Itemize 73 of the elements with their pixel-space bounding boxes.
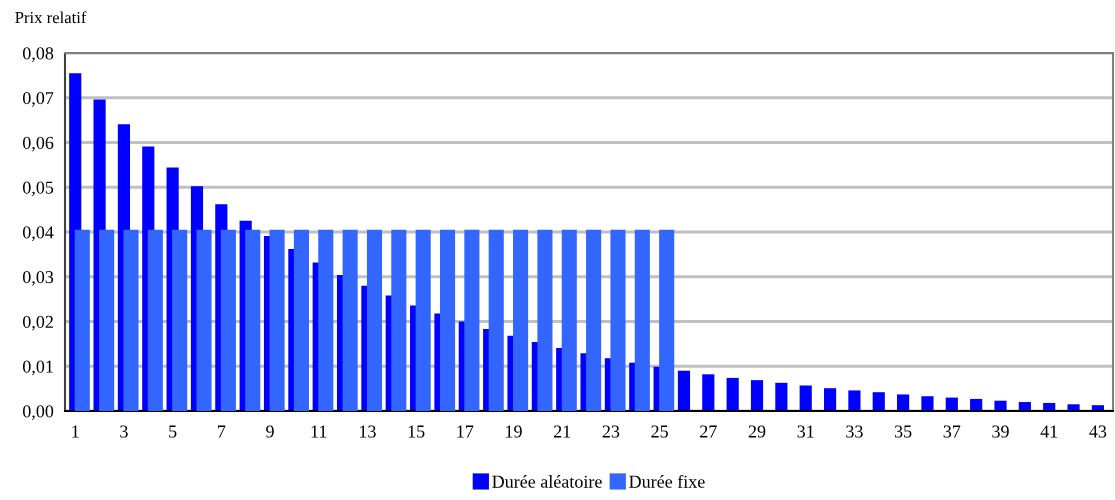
bar [799,385,812,411]
x-tick-label: 39 [992,425,1009,438]
bar [123,229,139,411]
bar [1067,404,1080,411]
x-tick-label: 41 [1040,425,1058,438]
x-tick-label: 9 [266,425,274,438]
x-tick-label: 3 [120,425,128,438]
x-tick-label: 43 [1089,425,1107,438]
bar [702,374,715,411]
bar [488,229,504,411]
y-tick-label: 0,07 [22,92,54,107]
y-tick-label: 0,04 [22,226,54,242]
y-tick-label: 0,05 [22,181,54,197]
bar [848,390,861,411]
bar [513,229,529,411]
bar [610,229,626,411]
bar [99,229,115,411]
x-tick-label: 37 [943,425,961,438]
bar [293,229,309,411]
y-tick-label: 0,02 [22,315,53,331]
bar [415,229,431,411]
y-axis-title: Prix relatif [15,11,87,24]
bar [970,398,983,411]
y-tick-label: 0,03 [22,271,54,286]
x-tick-label: 31 [797,425,814,438]
bar [318,229,334,411]
x-tick-label: 7 [218,425,226,438]
y-tick-label: 0,01 [22,360,53,376]
x-tick-label: 25 [651,425,668,438]
x-tick-label: 21 [553,425,571,438]
bar [196,229,212,411]
legend-label: Durée fixe [629,474,705,488]
bar [994,400,1007,411]
bar [220,229,236,411]
x-tick-label: 33 [846,425,863,438]
x-tick-label: 29 [748,425,766,438]
y-tick-label: 0,08 [22,47,54,63]
bar [147,229,163,411]
bar [561,229,577,411]
legend-label: Durée aléatoire [492,475,602,488]
bar [775,382,788,411]
bar [464,229,480,411]
x-tick-label: 13 [359,425,376,438]
bar [172,229,188,411]
bar [342,229,358,411]
bar [537,229,553,411]
bar [750,380,764,411]
bar [74,229,90,411]
bar [677,370,691,411]
bar [391,229,407,411]
x-tick-label: 5 [169,425,177,438]
bar [659,229,675,411]
x-tick-label: 27 [700,425,717,438]
bar [897,394,910,411]
x-tick-label: 19 [506,425,522,438]
bar [269,229,285,411]
x-tick-label: 1 [72,425,79,438]
bar [245,229,261,411]
bar [634,229,650,411]
x-tick-label: 17 [457,425,474,438]
bar [726,377,739,411]
x-tick-label: 11 [311,425,327,438]
bar [586,229,602,411]
x-tick-label: 15 [408,425,425,438]
y-tick-label: 0,00 [22,405,54,421]
x-tick-label: 35 [894,425,912,438]
bar [872,392,885,411]
y-tick-label: 0,06 [22,136,54,152]
bar [366,229,383,411]
x-tick-label: 23 [602,425,620,438]
bar [439,229,456,411]
bar [823,388,837,411]
bar [921,396,934,411]
